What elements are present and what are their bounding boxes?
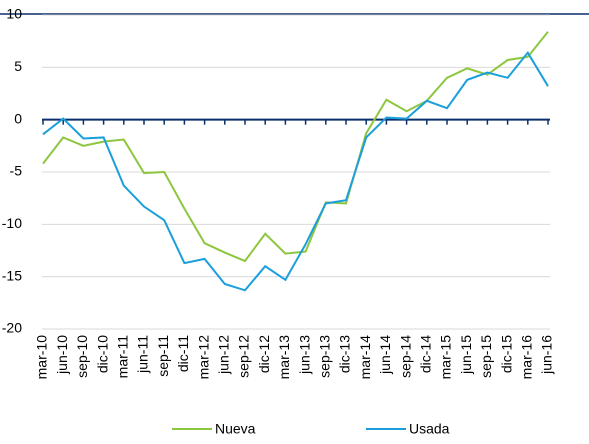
x-tick-label: jun-16: [539, 335, 555, 375]
x-tick-label: sep-14: [397, 335, 413, 378]
x-tick-label: dic-10: [94, 335, 110, 373]
y-tick-label: -5: [10, 163, 23, 179]
legend-label: Nueva: [215, 421, 256, 437]
x-tick-label: sep-10: [74, 335, 90, 378]
x-tick-label: sep-11: [155, 335, 171, 377]
y-tick-label: -10: [2, 215, 22, 231]
line-series: [42, 50, 549, 292]
x-tick-label: mar-15: [438, 335, 454, 380]
x-tick-label: dic-14: [418, 335, 434, 373]
y-tick-label: 10: [6, 6, 22, 22]
y-tick-label: 5: [14, 58, 22, 74]
x-tick-label: mar-14: [357, 335, 373, 380]
x-tick-label: jun-12: [216, 335, 232, 375]
x-tick-label: mar-13: [276, 335, 292, 380]
x-tick-label: mar-10: [34, 335, 50, 380]
legend-label: Usada: [409, 421, 450, 437]
x-tick-label: jun-13: [296, 335, 312, 375]
x-tick-label: mar-16: [519, 335, 535, 380]
y-tick-label: -20: [2, 320, 22, 336]
x-tick-label: mar-11: [115, 335, 131, 379]
y-tick-label: -15: [2, 267, 22, 283]
line-series: [42, 31, 549, 263]
x-tick-label: jun-10: [54, 335, 70, 375]
x-tick-label: dic-12: [256, 335, 272, 373]
x-tick-label: sep-15: [478, 335, 494, 378]
x-tick-label: mar-12: [195, 335, 211, 380]
x-tick-label: sep-12: [236, 335, 252, 378]
x-tick-label: dic-15: [498, 335, 514, 373]
x-tick-label: dic-13: [337, 335, 353, 373]
x-tick-label: jun-15: [458, 335, 474, 375]
x-tick-label: sep-13: [317, 335, 333, 378]
y-tick-label: 0: [14, 110, 22, 126]
x-tick-label: jun-11: [135, 335, 151, 374]
x-tick-label: dic-11: [175, 335, 191, 372]
x-tick-label: jun-14: [377, 335, 393, 375]
